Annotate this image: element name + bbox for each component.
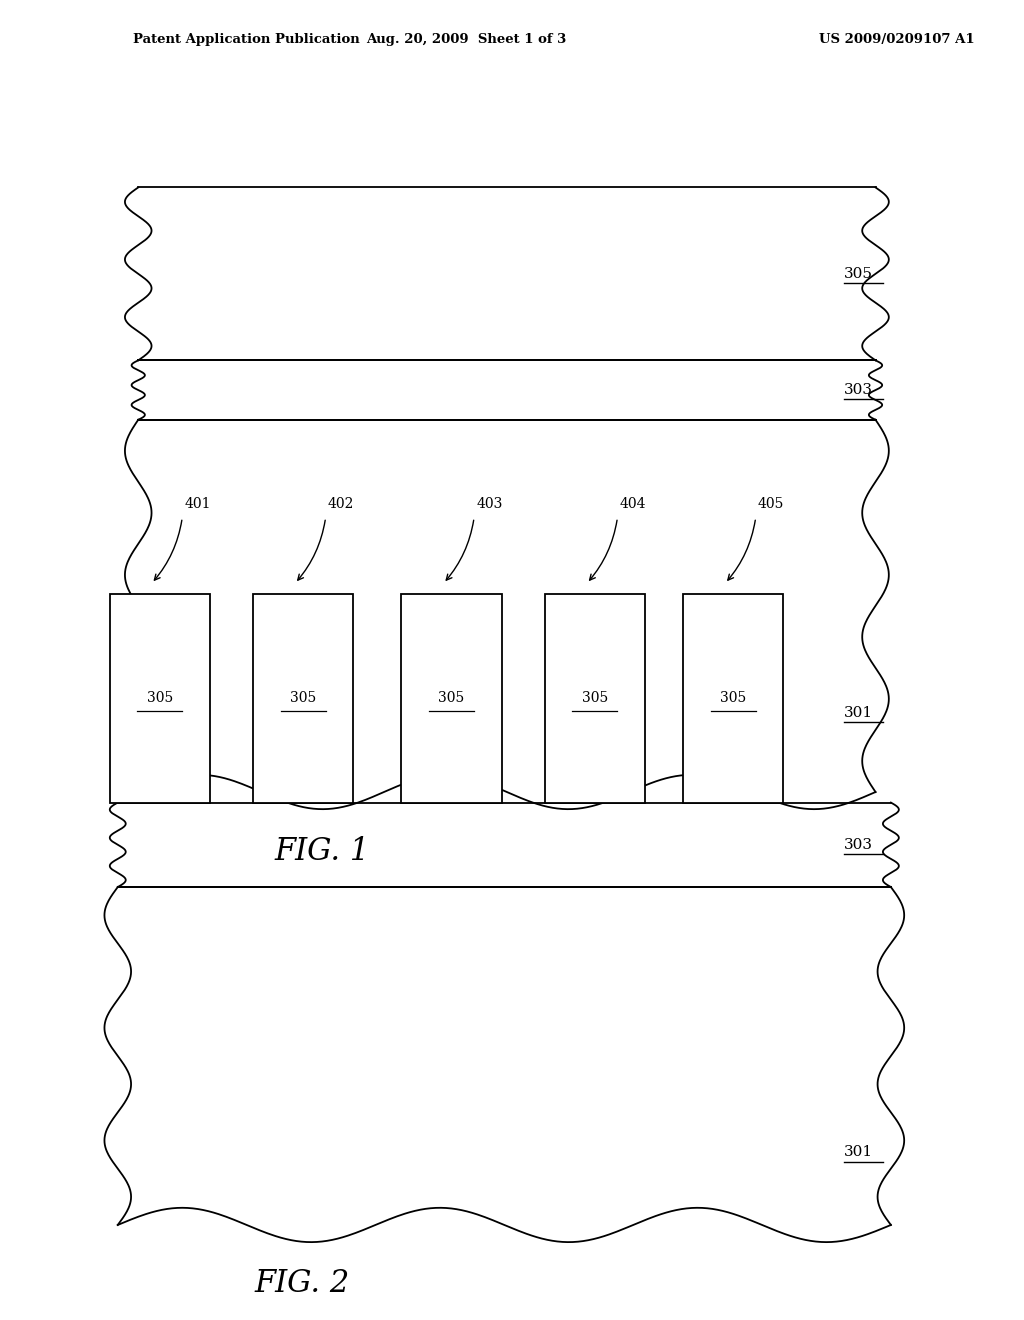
Text: 305: 305 (844, 267, 872, 281)
Text: 402: 402 (328, 498, 354, 511)
Text: Patent Application Publication: Patent Application Publication (133, 33, 359, 46)
Text: 301: 301 (844, 1146, 872, 1159)
Text: 403: 403 (476, 498, 503, 511)
Text: 301: 301 (844, 706, 872, 719)
Text: 405: 405 (758, 498, 784, 511)
Text: 303: 303 (844, 838, 872, 851)
Text: 305: 305 (146, 692, 173, 705)
Text: 305: 305 (438, 692, 465, 705)
Text: 305: 305 (720, 692, 746, 705)
Text: 401: 401 (184, 498, 211, 511)
Text: 305: 305 (582, 692, 608, 705)
FancyBboxPatch shape (401, 594, 502, 803)
Text: FIG. 1: FIG. 1 (274, 836, 371, 867)
FancyBboxPatch shape (110, 594, 210, 803)
Text: Aug. 20, 2009  Sheet 1 of 3: Aug. 20, 2009 Sheet 1 of 3 (366, 33, 566, 46)
FancyBboxPatch shape (545, 594, 645, 803)
Text: FIG. 2: FIG. 2 (254, 1267, 350, 1299)
Text: 303: 303 (844, 383, 872, 397)
Text: 305: 305 (290, 692, 316, 705)
Text: 404: 404 (620, 498, 646, 511)
FancyBboxPatch shape (253, 594, 353, 803)
FancyBboxPatch shape (683, 594, 783, 803)
Text: US 2009/0209107 A1: US 2009/0209107 A1 (819, 33, 975, 46)
